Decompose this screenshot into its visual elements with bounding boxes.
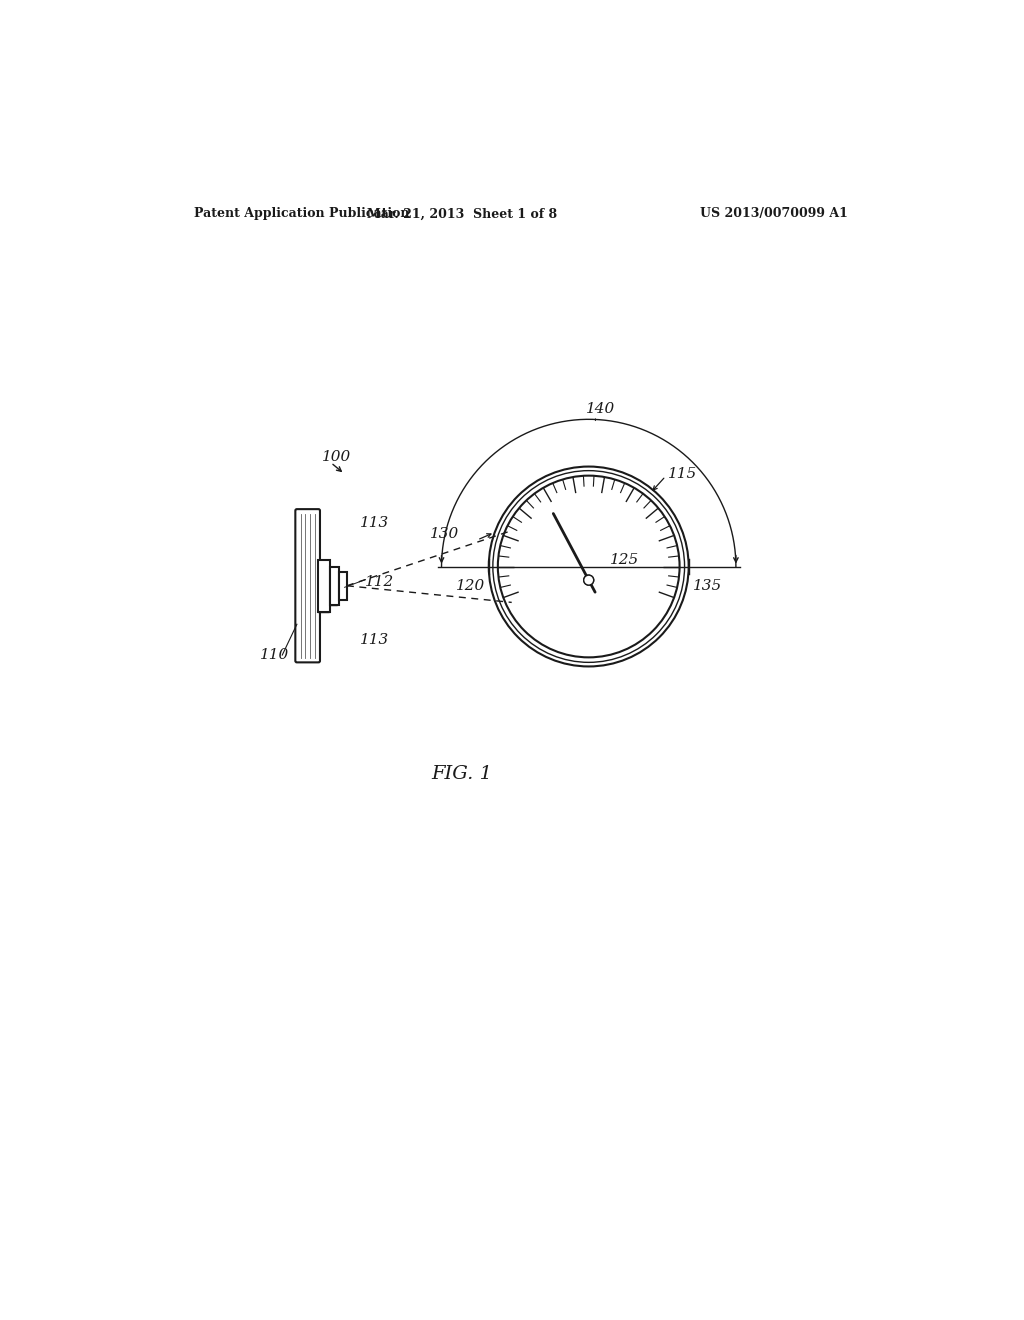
Text: US 2013/0070099 A1: US 2013/0070099 A1	[700, 207, 848, 220]
Circle shape	[584, 576, 594, 585]
Text: 112: 112	[366, 576, 394, 589]
FancyBboxPatch shape	[318, 560, 330, 612]
Text: Mar. 21, 2013  Sheet 1 of 8: Mar. 21, 2013 Sheet 1 of 8	[367, 207, 557, 220]
Text: 140: 140	[586, 401, 614, 416]
FancyBboxPatch shape	[337, 573, 345, 599]
Text: 125: 125	[610, 553, 640, 568]
Circle shape	[498, 475, 680, 657]
Circle shape	[584, 576, 594, 585]
Text: 113: 113	[360, 516, 389, 529]
FancyBboxPatch shape	[318, 560, 330, 612]
Text: FIG. 1: FIG. 1	[431, 766, 493, 783]
Text: 110: 110	[260, 648, 289, 663]
FancyBboxPatch shape	[330, 566, 337, 605]
Text: 135: 135	[693, 578, 723, 593]
Text: 113: 113	[360, 632, 389, 647]
Text: Patent Application Publication: Patent Application Publication	[194, 207, 410, 220]
Text: 115: 115	[668, 467, 697, 480]
FancyBboxPatch shape	[330, 566, 339, 605]
Text: 120: 120	[457, 578, 485, 593]
FancyBboxPatch shape	[339, 572, 347, 599]
Text: 100: 100	[322, 450, 351, 465]
Text: 130: 130	[430, 527, 460, 541]
FancyBboxPatch shape	[295, 510, 319, 663]
